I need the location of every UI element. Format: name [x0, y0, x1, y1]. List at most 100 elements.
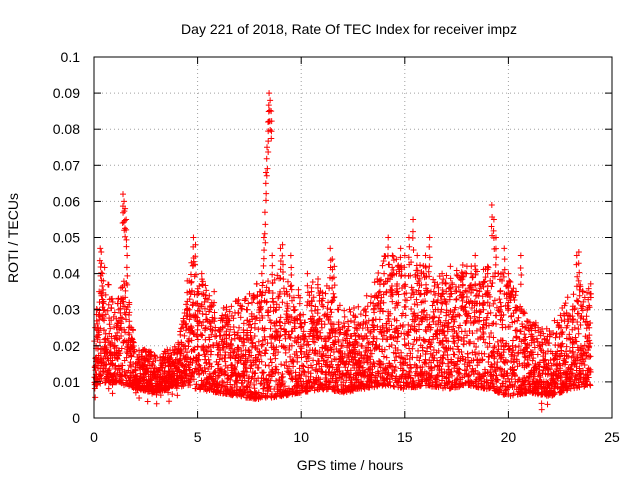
- data-point: [268, 135, 275, 142]
- data-point: [224, 364, 231, 371]
- data-point: [449, 372, 456, 379]
- data-point: [393, 283, 400, 290]
- data-point: [228, 373, 235, 380]
- data-point: [582, 355, 589, 362]
- data-point: [273, 366, 280, 373]
- data-point: [406, 261, 413, 268]
- data-point: [397, 245, 404, 252]
- data-point: [236, 386, 243, 393]
- data-point: [364, 324, 371, 331]
- data-point: [306, 378, 313, 385]
- data-point: [167, 354, 174, 361]
- data-point: [258, 342, 265, 349]
- data-point: [173, 375, 180, 382]
- data-point: [248, 336, 255, 343]
- data-point: [318, 363, 325, 370]
- data-point: [381, 270, 388, 277]
- data-point: [252, 361, 259, 368]
- data-point: [248, 299, 255, 306]
- data-point: [417, 290, 424, 297]
- data-point: [300, 311, 307, 318]
- data-point: [261, 325, 268, 332]
- data-point: [304, 289, 311, 296]
- data-point: [422, 252, 429, 259]
- data-point: [215, 361, 222, 368]
- data-point: [483, 314, 490, 321]
- data-point: [443, 288, 450, 295]
- data-point: [272, 307, 279, 314]
- data-point: [314, 334, 321, 341]
- data-point: [136, 395, 143, 402]
- data-point: [212, 333, 219, 340]
- data-point: [575, 277, 582, 284]
- y-tick-label: 0.07: [53, 157, 80, 173]
- data-point: [417, 382, 424, 389]
- data-point: [459, 281, 466, 288]
- data-point: [203, 311, 210, 318]
- data-point: [228, 362, 235, 369]
- data-point: [237, 314, 244, 321]
- data-point: [125, 311, 132, 318]
- data-point: [368, 350, 375, 357]
- data-point: [153, 382, 160, 389]
- data-point: [226, 332, 233, 339]
- data-point: [268, 390, 275, 397]
- data-point: [575, 248, 582, 255]
- data-point: [442, 280, 449, 287]
- data-point: [374, 323, 381, 330]
- data-point: [223, 319, 230, 326]
- data-point: [169, 371, 176, 378]
- data-point: [430, 308, 437, 315]
- data-point: [563, 343, 570, 350]
- data-point: [193, 331, 200, 338]
- data-point: [128, 343, 135, 350]
- data-point: [284, 391, 291, 398]
- data-point: [194, 300, 201, 307]
- data-point: [263, 347, 270, 354]
- data-point: [259, 369, 266, 376]
- data-point: [434, 335, 441, 342]
- data-point: [296, 300, 303, 307]
- data-point: [337, 329, 344, 336]
- data-point: [288, 264, 295, 271]
- data-point: [262, 336, 269, 343]
- data-point: [109, 295, 116, 302]
- data-point: [513, 327, 520, 334]
- data-point: [284, 300, 291, 307]
- data-point: [352, 314, 359, 321]
- data-point: [370, 306, 377, 313]
- y-tick-label: 0.05: [53, 230, 80, 246]
- data-point: [331, 263, 338, 270]
- data-point: [97, 264, 104, 271]
- data-point: [280, 343, 287, 350]
- y-tick-labels: 00.010.020.030.040.050.060.070.080.090.1: [53, 49, 80, 426]
- data-point: [284, 305, 291, 312]
- data-point: [414, 272, 421, 279]
- data-point: [380, 299, 387, 306]
- data-point: [554, 356, 561, 363]
- data-point: [327, 313, 334, 320]
- data-point: [102, 353, 109, 360]
- data-point: [574, 318, 581, 325]
- data-point: [124, 272, 131, 279]
- data-point: [403, 290, 410, 297]
- data-point: [309, 313, 316, 320]
- data-point: [308, 318, 315, 325]
- data-point: [288, 342, 295, 349]
- data-point: [244, 317, 251, 324]
- data-point: [398, 372, 405, 379]
- data-point: [295, 339, 302, 346]
- data-point: [521, 353, 528, 360]
- data-point: [586, 353, 593, 360]
- data-point: [235, 351, 242, 358]
- data-point: [587, 290, 594, 297]
- data-point: [240, 342, 247, 349]
- data-point: [451, 351, 458, 358]
- data-point: [357, 321, 364, 328]
- data-point: [148, 380, 155, 387]
- data-point: [273, 393, 280, 400]
- data-point: [156, 374, 163, 381]
- data-point: [106, 321, 113, 328]
- data-point: [369, 369, 376, 376]
- data-point: [455, 355, 462, 362]
